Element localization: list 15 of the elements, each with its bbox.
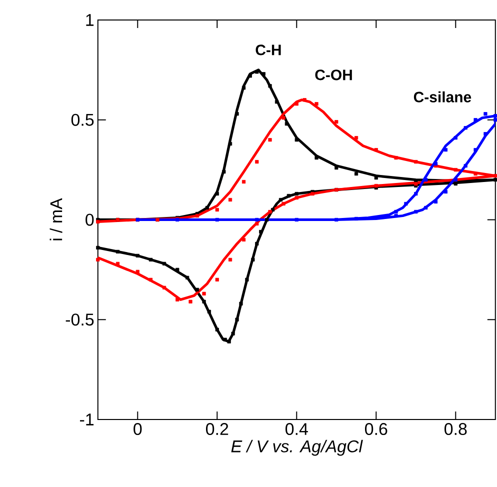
x-tick-label: 0.2 <box>206 422 228 435</box>
x-axis-title: E / V vs. Ag/AgCl <box>231 440 363 456</box>
series-label: C-OH <box>315 69 352 80</box>
y-axis-title: i / mA <box>50 198 62 240</box>
x-tick-label: 0.6 <box>365 422 388 435</box>
series-label: C-silane <box>414 91 472 102</box>
series-label: C-H <box>256 44 281 56</box>
x-tick-label: 0.8 <box>444 422 467 435</box>
x-tick-label: 0.4 <box>285 422 308 435</box>
y-tick-label: 1 <box>86 14 94 26</box>
y-tick-label: -0.5 <box>66 313 94 326</box>
x-tick-label: 0 <box>134 422 142 435</box>
y-tick-label: -1 <box>80 413 94 426</box>
y-tick-label: 0 <box>86 214 94 226</box>
y-tick-label: 0.5 <box>71 114 94 126</box>
